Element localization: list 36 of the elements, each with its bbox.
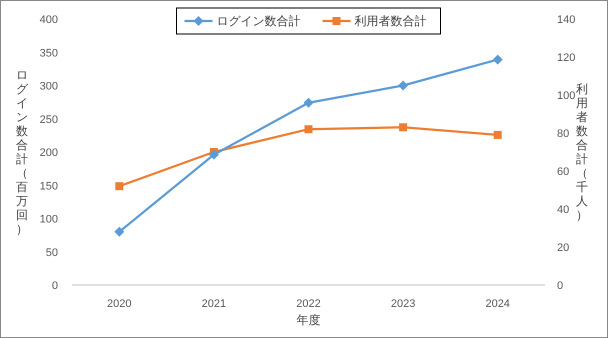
y2-tick-label: 60	[557, 166, 570, 178]
point	[304, 125, 312, 134]
y-tick-label: 350	[40, 47, 58, 60]
x-tick-label: 2022	[296, 298, 321, 310]
x-tick-label: 2021	[202, 298, 226, 310]
text: ログイン数合計（百万回）	[16, 68, 28, 236]
point	[399, 123, 408, 132]
y-tick-label: 100	[40, 214, 58, 226]
point	[398, 80, 408, 90]
y-tick-label: 200	[40, 147, 58, 159]
point	[208, 150, 219, 160]
x-tick-label: 2020	[107, 298, 132, 310]
y2-tick-label: 140	[557, 14, 576, 26]
point	[114, 226, 124, 237]
y2-tick-label: 80	[557, 128, 570, 140]
y-tick-label: 400	[40, 14, 58, 26]
x-axis-title: 年度	[296, 313, 320, 327]
text: 利用者数合計（千人）	[576, 82, 588, 222]
y-tick-label: 0	[52, 280, 58, 292]
legend-label: 利用者数合計	[354, 14, 426, 28]
point	[115, 182, 124, 190]
x-tick-label: 2023	[390, 298, 416, 310]
y-tick-label: 150	[40, 180, 58, 192]
y2-tick-label: 20	[557, 242, 570, 254]
x-tick-label: 2024	[485, 298, 510, 310]
y2-tick-label: 40	[557, 204, 570, 216]
legend-label: ログイン数合計	[216, 14, 300, 28]
y-tick-label: 250	[40, 114, 58, 126]
y-tick-label: 300	[40, 80, 58, 92]
y-tick-label: 50	[46, 246, 58, 259]
point	[494, 130, 502, 139]
y2-tick-label: 120	[557, 52, 576, 64]
y2-tick-label: 100	[557, 90, 576, 102]
y2-tick-label: 0	[557, 280, 564, 292]
point	[492, 54, 503, 65]
point	[304, 98, 314, 108]
